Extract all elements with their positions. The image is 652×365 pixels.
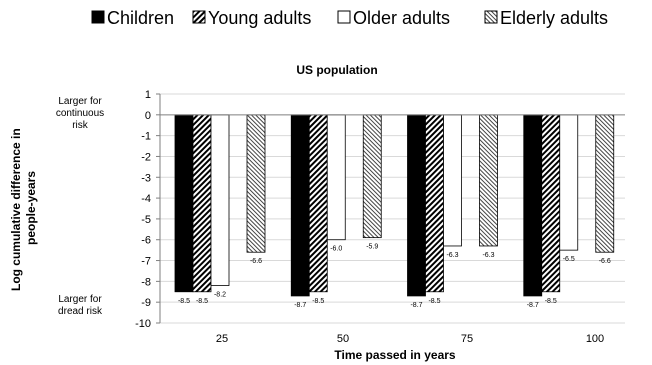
bar-children — [523, 114, 543, 297]
bar-young-adults — [425, 114, 444, 293]
bar-children — [407, 114, 426, 297]
data-label: -6.6 — [250, 258, 262, 265]
side-annotations: Larger for continuous risk Larger for dread … — [56, 96, 104, 317]
data-label: -6.3 — [446, 252, 458, 259]
x-tick-label: 25 — [216, 333, 228, 345]
data-label: -8.5 — [545, 298, 557, 305]
annotation-dread-risk: Larger for dread risk — [58, 294, 103, 317]
data-label: -8.7 — [410, 302, 422, 309]
bar-children — [290, 114, 310, 297]
legend-swatch — [337, 10, 351, 24]
bar-young-adults — [308, 114, 328, 293]
legend-swatch — [192, 10, 206, 24]
gridlines — [160, 93, 625, 324]
data-label: -6.0 — [330, 246, 342, 253]
bar-elderly-adults — [362, 114, 382, 239]
y-tick-label: -5 — [141, 214, 151, 226]
y-tick-label: -6 — [141, 235, 151, 247]
data-labels: -8.5 -8.5 -8.2 -6.6 -8.7 -8.5 -6.0 -5.9 -8.7 -8.5… — [178, 244, 611, 309]
x-tick-labels: 25 50 75 100 — [216, 333, 604, 345]
data-label: -8.7 — [527, 302, 539, 309]
axes — [156, 93, 625, 324]
data-label: -8.5 — [178, 298, 190, 305]
legend-swatch — [91, 10, 105, 24]
legend-label: Young adults — [208, 8, 311, 28]
y-tick-label: -1 — [141, 131, 151, 143]
bar-children — [174, 114, 194, 293]
chart-legend: Children Young adults Older adults Elderly … — [91, 8, 608, 28]
y-tick-labels: 1 0 -1 -2 -3 -4 -5 -6 -7 -8 -9 -10 — [135, 89, 151, 330]
data-label: -6.6 — [599, 258, 611, 265]
chart-title: US population — [296, 63, 377, 77]
y-tick-label: -9 — [141, 297, 151, 309]
bar-young-adults — [541, 114, 561, 293]
data-label: -8.7 — [294, 302, 306, 309]
x-tick-label: 75 — [461, 333, 473, 345]
data-label: -5.9 — [366, 244, 378, 251]
data-label: -8.2 — [214, 292, 226, 299]
y-tick-label: -4 — [141, 193, 151, 205]
legend-label: Children — [107, 8, 174, 28]
bar-elderly-adults — [246, 114, 266, 253]
x-tick-label: 50 — [337, 333, 349, 345]
bars — [174, 114, 615, 297]
y-tick-label: 0 — [145, 110, 151, 122]
y-tick-label: 1 — [145, 89, 151, 101]
x-axis-title: Time passed in years — [334, 348, 456, 362]
bar-elderly-adults — [595, 114, 615, 253]
data-label: -8.5 — [196, 298, 208, 305]
legend-label: Older adults — [353, 8, 450, 28]
data-label: -6.5 — [563, 256, 575, 263]
bar-older-adults — [443, 114, 462, 247]
data-label: -6.3 — [482, 252, 494, 259]
y-axis-title: Log cumulative difference in people-year… — [9, 125, 38, 291]
data-label: -8.5 — [428, 298, 440, 305]
annotation-continuous-risk: Larger for continuous risk — [56, 96, 104, 131]
bar-older-adults — [210, 114, 230, 286]
y-tick-label: -7 — [141, 256, 151, 268]
x-tick-label: 100 — [586, 333, 604, 345]
data-label: -8.5 — [312, 298, 324, 305]
y-tick-label: -3 — [141, 172, 151, 184]
y-tick-label: -8 — [141, 276, 151, 288]
legend-label: Elderly adults — [500, 8, 608, 28]
bar-older-adults — [326, 114, 346, 241]
legend-swatch — [484, 10, 498, 24]
bar-young-adults — [192, 114, 212, 293]
bar-elderly-adults — [479, 114, 498, 247]
y-tick-label: -10 — [135, 318, 151, 330]
y-tick-label: -2 — [141, 151, 151, 163]
bar-older-adults — [559, 114, 579, 251]
y-axis-title-line-1: Log cumulative difference in — [9, 128, 23, 291]
y-axis-title-line-2: people-years — [24, 171, 38, 245]
